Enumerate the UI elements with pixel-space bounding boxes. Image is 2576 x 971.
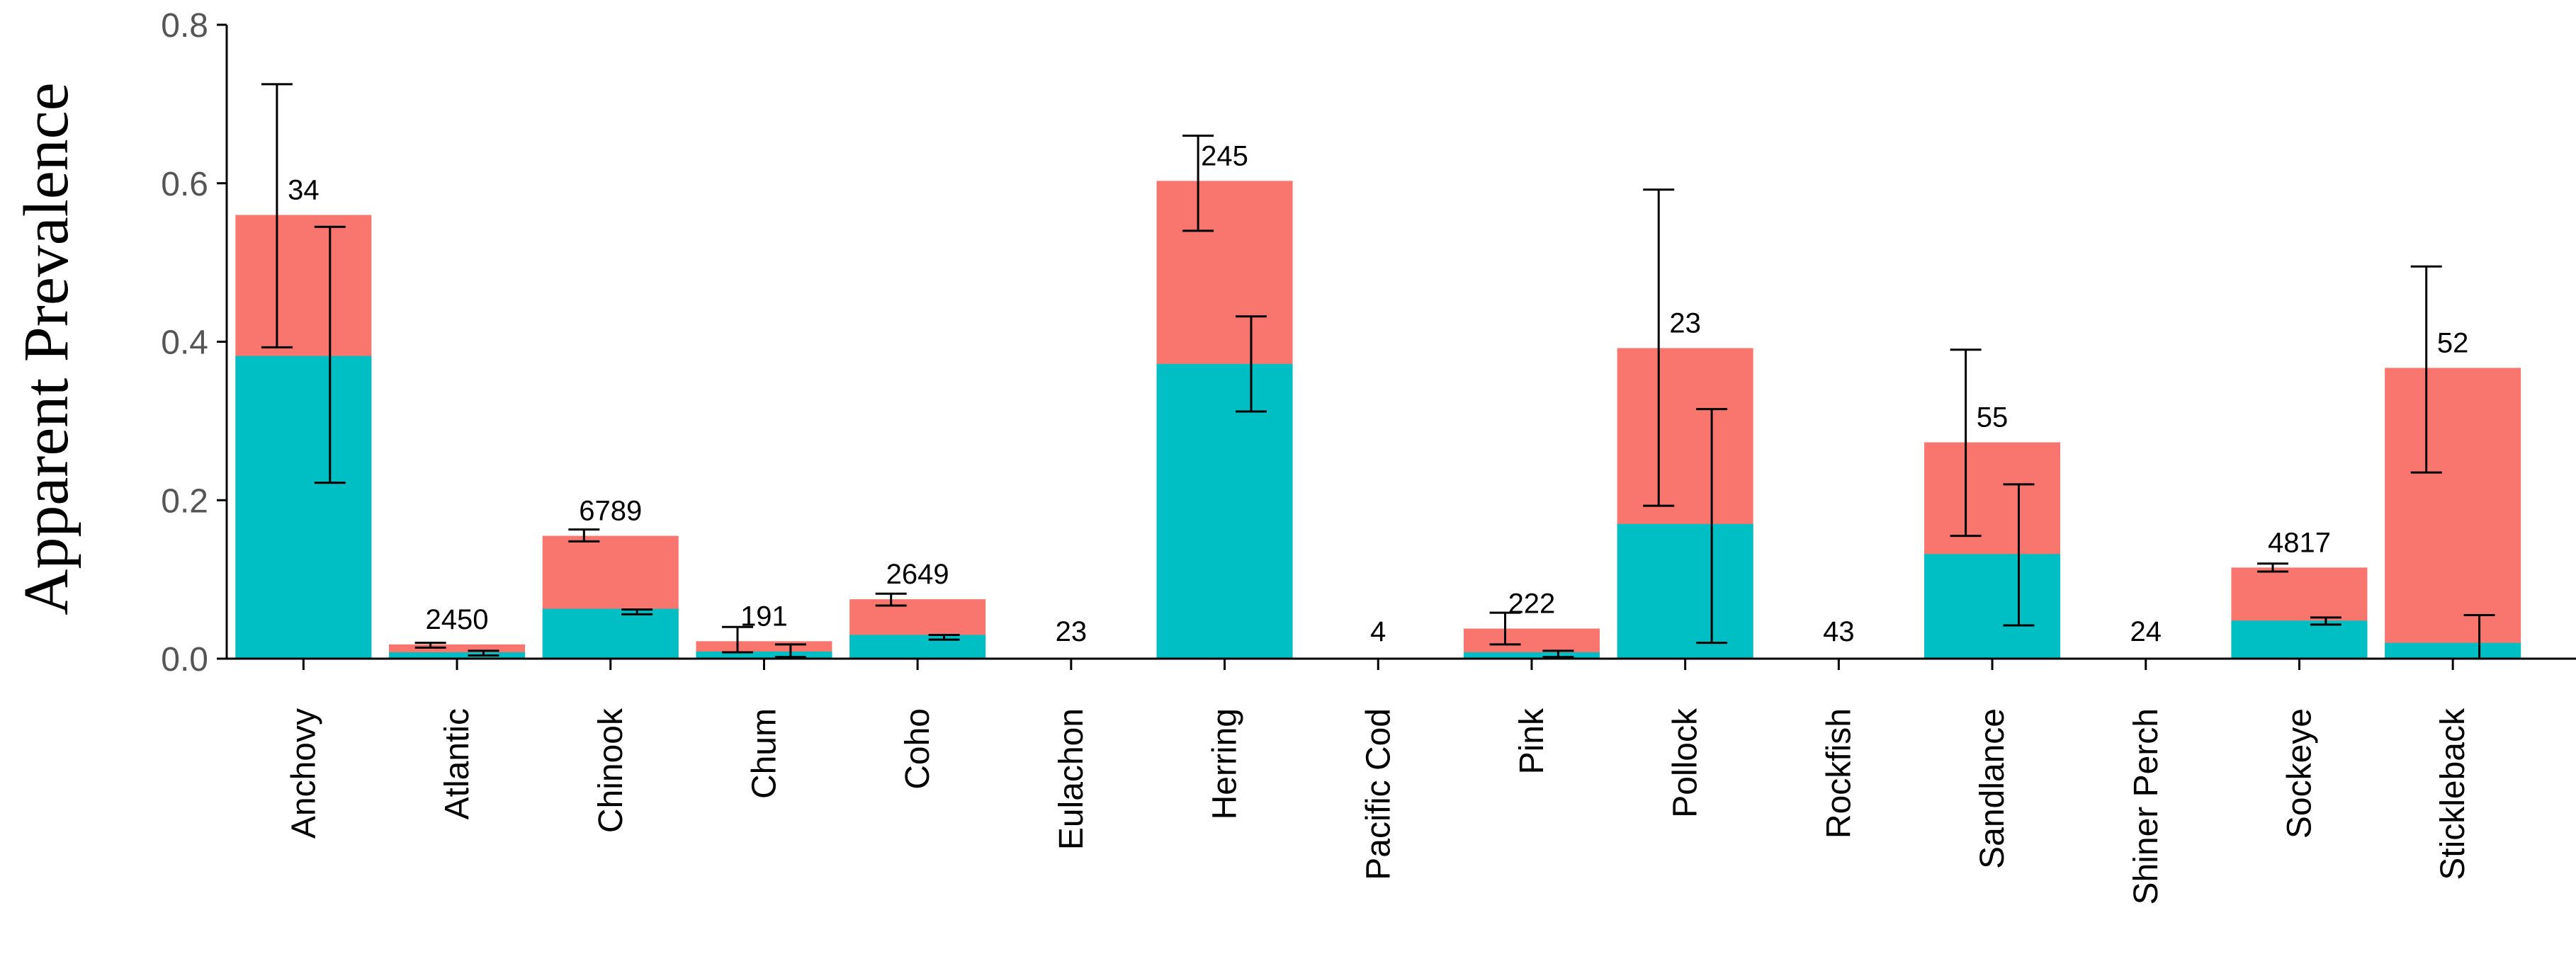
- x-tick-label-sockeye: Sockeye: [2281, 708, 2318, 839]
- sample-size-coho: 2649: [886, 559, 949, 590]
- category-labels-group: Anchovy Atlantic Chinook Chum Coho Eulachon He…: [285, 708, 2472, 904]
- y-tick-label-3: 0.6: [161, 166, 208, 203]
- bar-inner-pollock: [1617, 523, 1753, 659]
- bar-inner-stickleback: [2385, 642, 2521, 659]
- errorbar-inner-herring: [1235, 315, 1267, 413]
- y-ticks-group: 0.0 0.2 0.4 0.6 0.8: [161, 7, 227, 678]
- y-axis-label: Apparent Prevalence: [11, 82, 81, 615]
- errorbar-total-coho: [875, 592, 907, 607]
- errorbar-total-pink: [1489, 611, 1521, 646]
- errorbar-inner-atlantic: [468, 649, 499, 657]
- errorbar-total-sandlance: [1950, 348, 1982, 538]
- y-tick-label-2: 0.4: [161, 324, 208, 362]
- sample-size-rockfish: 43: [1823, 616, 1855, 647]
- errorbar-inner-chum: [774, 643, 806, 659]
- x-tick-label-stickleback: Stickleback: [2434, 708, 2472, 880]
- bar-inner-sockeye: [2231, 620, 2368, 659]
- errorbar-inner-anchovy: [314, 225, 346, 484]
- sample-size-shiner-perch: 24: [2130, 616, 2162, 647]
- sample-size-anchovy: 34: [288, 175, 320, 206]
- sample-size-labels-group: 34 2450 6789 191 2649 23 245 4 222 23 43 55 24 4817 52: [288, 140, 2468, 647]
- errorbar-inner-sockeye: [2310, 616, 2341, 626]
- bar-inner-pink: [1463, 652, 1600, 659]
- x-tick-label-chum: Chum: [745, 708, 783, 799]
- x-tick-label-herring: Herring: [1207, 708, 1244, 819]
- bar-inner-atlantic: [389, 652, 526, 659]
- x-tick-label-pollock: Pollock: [1667, 708, 1705, 818]
- x-tick-label-eulachon: Eulachon: [1053, 708, 1090, 850]
- bars-total-group: [235, 181, 2521, 659]
- y-tick-label-4: 0.8: [161, 7, 208, 45]
- errorbar-inner-chinook: [621, 608, 653, 615]
- sample-size-pink: 222: [1508, 588, 1556, 619]
- errorbar-total-pollock: [1643, 188, 1675, 507]
- sample-size-sandlance: 55: [1977, 402, 2009, 433]
- errorbar-total-sockeye: [2257, 562, 2289, 573]
- sample-size-sockeye: 4817: [2268, 527, 2331, 558]
- x-tick-label-rockfish: Rockfish: [1820, 708, 1858, 839]
- errorbar-total-chum: [722, 625, 754, 654]
- bar-inner-chinook: [542, 608, 679, 659]
- x-tick-label-pink: Pink: [1513, 708, 1551, 774]
- bar-inner-anchovy: [235, 356, 372, 659]
- x-tick-label-coho: Coho: [899, 708, 937, 790]
- sample-size-eulachon: 23: [1056, 616, 1088, 647]
- x-tick-label-shiner-perch: Shiner Perch: [2128, 708, 2165, 904]
- errorbar-inner-coho: [928, 633, 960, 641]
- bars-inner-group: [235, 356, 2521, 659]
- sample-size-atlantic: 2450: [426, 604, 489, 635]
- sample-size-herring: 245: [1201, 140, 1248, 171]
- sample-size-stickleback: 52: [2437, 327, 2469, 358]
- sample-size-pacific-cod: 4: [1370, 616, 1386, 647]
- errorbar-inner-pollock: [1696, 408, 1728, 645]
- y-tick-label-1: 0.2: [161, 482, 208, 520]
- sample-size-pollock: 23: [1669, 307, 1701, 339]
- errorbar-total-chinook: [568, 528, 600, 543]
- sample-size-chinook: 6789: [579, 496, 642, 527]
- x-tick-label-pacific-cod: Pacific Cod: [1360, 708, 1397, 880]
- bar-inner-herring: [1156, 363, 1293, 659]
- sample-size-chum: 191: [740, 601, 788, 632]
- bar-inner-chum: [696, 651, 832, 659]
- bar-total-stickleback: [2385, 368, 2521, 659]
- y-tick-label-0: 0.0: [161, 641, 208, 678]
- errorbar-inner-sandlance: [2003, 483, 2035, 627]
- x-tick-label-sandlance: Sandlance: [1974, 708, 2011, 869]
- x-tick-label-atlantic: Atlantic: [439, 708, 476, 819]
- bar-inner-sandlance: [1924, 554, 2061, 659]
- errorbar-inner-pink: [1542, 649, 1574, 659]
- axes-group: [225, 25, 2576, 670]
- errorbar-total-atlantic: [414, 642, 446, 649]
- x-tick-label-anchovy: Anchovy: [285, 708, 322, 839]
- errorbar-total-stickleback: [2410, 265, 2442, 474]
- errorbar-total-herring: [1182, 135, 1214, 232]
- bar-inner-coho: [849, 635, 986, 659]
- x-tick-label-chinook: Chinook: [592, 708, 630, 833]
- errorbar-total-anchovy: [261, 83, 293, 348]
